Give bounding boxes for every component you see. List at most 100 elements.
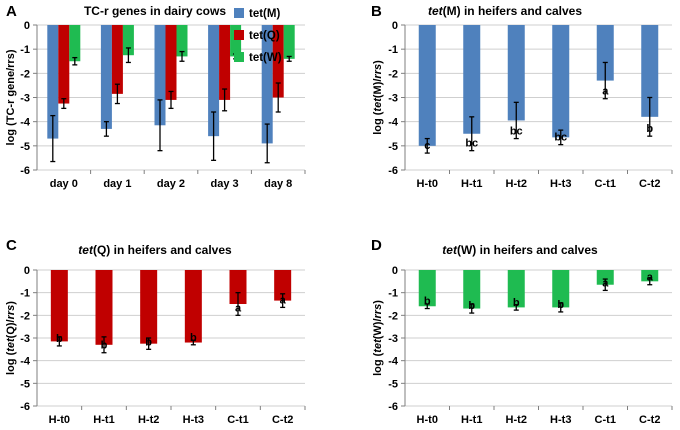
legend-swatch	[234, 8, 244, 18]
y-tick-label: -2	[388, 310, 398, 322]
y-axis-label-part: rrs	[5, 305, 17, 320]
x-tick-label: C-t2	[639, 178, 660, 190]
y-tick-label: -6	[20, 401, 30, 413]
chart-title: tet(M) in heifers and calves	[428, 4, 582, 18]
panel-letter: A	[6, 3, 17, 20]
y-tick-label: -1	[388, 44, 398, 56]
x-tick-label: H-t1	[461, 178, 482, 190]
y-tick-label: -6	[20, 165, 30, 177]
y-tick-label: -1	[20, 288, 30, 300]
bar	[596, 25, 614, 81]
y-tick-label: -5	[20, 141, 30, 153]
x-tick-label: day 2	[157, 178, 185, 190]
x-tick-label: H-t0	[417, 414, 438, 426]
bar-tetw	[230, 25, 242, 57]
x-tick-label: day 1	[103, 178, 131, 190]
y-tick-label: -2	[20, 68, 30, 80]
y-tick-label: -5	[388, 378, 398, 390]
chart-title-part: (M) in heifers and calves	[443, 4, 583, 18]
significance-label: a	[235, 302, 242, 314]
x-tick-label: C-t2	[639, 414, 660, 426]
y-tick-label: -4	[20, 117, 31, 129]
chart-title: TC-r genes in dairy cows	[84, 4, 226, 18]
x-tick-label: H-t1	[461, 414, 482, 426]
x-tick-label: H-t0	[417, 178, 438, 190]
significance-label: bc	[554, 132, 567, 144]
bar-tetq	[272, 25, 284, 98]
bar	[507, 25, 525, 121]
x-tick-label: day 8	[264, 178, 292, 190]
x-tick-label: H-t1	[93, 414, 114, 426]
bar	[50, 270, 68, 342]
y-tick-label: -3	[20, 333, 30, 345]
bar	[418, 25, 436, 146]
bar	[418, 270, 436, 307]
y-tick-label: -6	[388, 401, 398, 413]
y-tick-label: -2	[388, 68, 398, 80]
x-tick-label: day 3	[211, 178, 239, 190]
y-tick-label: 0	[392, 20, 398, 32]
significance-label: b	[424, 296, 431, 308]
y-axis-label: log (TC-r gene/rrs)	[5, 49, 17, 145]
y-axis-label: log (tet(Q)/rrs)	[5, 301, 17, 375]
bar	[507, 270, 525, 308]
y-tick-label: -4	[20, 356, 31, 368]
y-axis-label-part: rrs	[372, 304, 384, 319]
y-tick-label: 0	[24, 20, 30, 32]
significance-label: b	[513, 297, 520, 309]
chart-title-part: tet	[428, 4, 444, 18]
y-tick-label: -5	[388, 141, 398, 153]
y-tick-label: -3	[388, 93, 398, 105]
y-axis-label-part: (M)/	[372, 79, 384, 99]
bar-tetw	[283, 25, 295, 59]
y-axis-label: log (tet(W)/rrs)	[372, 300, 384, 376]
y-axis-label-part: (W)/	[372, 318, 384, 339]
significance-label: a	[602, 86, 609, 98]
significance-label: b	[56, 333, 63, 345]
bar	[184, 270, 202, 343]
bar	[140, 270, 158, 344]
y-axis-label-part: )	[5, 301, 17, 305]
significance-label: b	[101, 340, 108, 352]
y-axis-label-part: tet	[372, 97, 384, 112]
significance-label: c	[424, 140, 430, 152]
y-tick-label: -1	[20, 44, 30, 56]
legend-entry: tet(W)	[249, 52, 282, 64]
bar-tetq	[219, 25, 231, 100]
x-tick-label: H-t3	[183, 414, 204, 426]
y-tick-label: -4	[388, 117, 399, 129]
bar	[274, 270, 292, 301]
bar	[641, 270, 659, 282]
bar	[95, 270, 113, 345]
bar	[596, 270, 614, 285]
significance-label: b	[468, 300, 475, 312]
bar	[641, 25, 659, 117]
y-axis-label-part: tet	[372, 338, 384, 353]
panel-letter: D	[371, 237, 382, 254]
chart-title: tet(Q) in heifers and calves	[78, 243, 232, 257]
chart-title-part: tet	[442, 243, 458, 257]
panel-letter: B	[371, 3, 382, 20]
x-tick-label: H-t3	[550, 414, 571, 426]
bar-tetq	[165, 25, 177, 100]
y-axis-label-part: log (	[372, 111, 384, 135]
bar	[463, 25, 481, 134]
y-tick-label: -6	[388, 165, 398, 177]
bar-tetm	[47, 25, 59, 139]
significance-label: b	[646, 123, 653, 135]
y-axis-label-part: )	[372, 300, 384, 304]
legend-entry: tet(M)	[249, 8, 280, 20]
bar-tetw	[176, 25, 188, 57]
y-axis-label-part: tet	[5, 337, 17, 352]
significance-label: b	[190, 332, 197, 344]
y-axis-label-part: log (	[372, 352, 384, 376]
significance-label: b	[557, 299, 564, 311]
significance-label: a	[602, 277, 609, 289]
chart-title-part: (Q) in heifers and calves	[93, 243, 232, 257]
y-tick-label: -5	[20, 378, 30, 390]
bar-tetq	[58, 25, 70, 104]
significance-label: b	[145, 336, 152, 348]
x-tick-label: day 0	[50, 178, 78, 190]
bar-tetw	[122, 25, 134, 56]
